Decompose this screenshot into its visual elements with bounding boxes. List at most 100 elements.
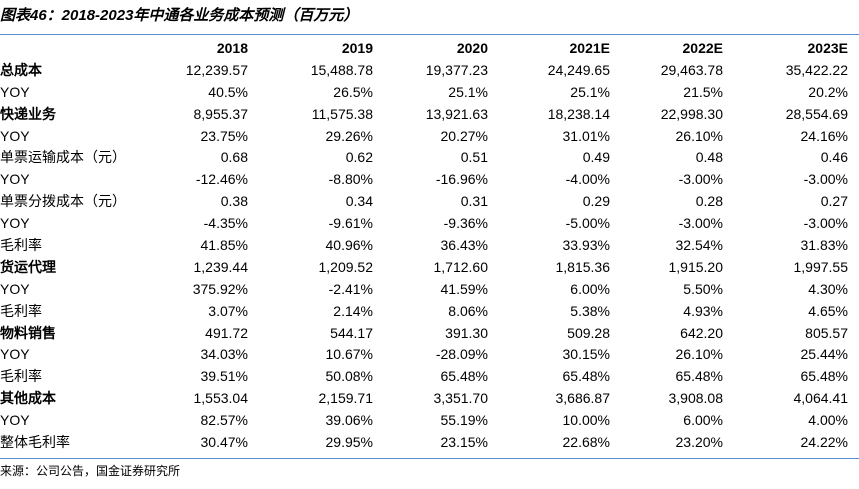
table-cell: 0.48 [695, 149, 723, 166]
table-cell: 15,488.78 [310, 61, 373, 78]
table-cell: 0.38 [220, 193, 248, 210]
table-cell: 6.00% [570, 280, 610, 297]
table-cell: -5.00% [565, 215, 610, 232]
table-row: 整体毛利率 30.47% 29.95% 23.15% 22.68% 23.20% 24.22… [0, 431, 848, 453]
row-label: 毛利率 [0, 236, 42, 253]
table-cell: 82.57% [200, 412, 248, 429]
table-cell: 1,239.44 [193, 258, 249, 275]
table-cell: 23.15% [440, 433, 488, 450]
bottom-rule [0, 458, 859, 459]
table-row: 单票运输成本（元） 0.68 0.62 0.51 0.49 0.48 0.46 [0, 146, 848, 168]
row-label: YOY [0, 412, 30, 429]
table-cell: 0.51 [460, 149, 488, 166]
table-cell: 805.57 [805, 324, 848, 341]
table-cell: 25.1% [570, 83, 610, 100]
table-cell: 12,239.57 [185, 61, 248, 78]
header-row: 2018 2019 2020 2021E 2022E 2023E [0, 37, 848, 59]
table-cell: 375.92% [192, 280, 248, 297]
table-cell: -8.80% [328, 171, 373, 188]
header-cell-2021e: 2021E [569, 39, 610, 56]
row-label: YOY [0, 83, 30, 100]
table-cell: -9.36% [443, 215, 488, 232]
table-cell: 3,908.08 [668, 390, 724, 407]
table-cell: 3.07% [208, 302, 248, 319]
table-cell: 24.22% [800, 433, 848, 450]
table-body: 总成本 12,239.57 15,488.78 19,377.23 24,249.65 2… [0, 59, 848, 453]
table-cell: 40.96% [325, 236, 373, 253]
table-cell: 65.48% [562, 368, 610, 385]
table-cell: 36.43% [440, 236, 488, 253]
table-cell: 11,575.38 [311, 105, 373, 122]
row-label: YOY [0, 171, 30, 188]
table-row: YOY 82.57% 39.06% 55.19% 10.00% 6.00% 4.00% [0, 409, 848, 431]
table-cell: 0.68 [220, 149, 248, 166]
table-cell: 29.95% [325, 433, 373, 450]
header-cell-2018: 2018 [216, 39, 248, 56]
table-cell: -3.00% [803, 215, 848, 232]
table-cell: 6.00% [683, 412, 723, 429]
table-cell: 1,815.36 [555, 258, 611, 275]
table-cell: 5.38% [570, 302, 610, 319]
row-label: 物料销售 [0, 324, 56, 341]
table-cell: 23.75% [200, 127, 248, 144]
table-cell: 3,351.70 [433, 390, 489, 407]
table-cell: 1,915.20 [668, 258, 724, 275]
table-cell: 13,921.63 [425, 105, 488, 122]
table-cell: 22,998.30 [660, 105, 723, 122]
table-title: 图表46：2018-2023年中通各业务成本预测（百万元） [0, 7, 359, 24]
table-cell: 41.59% [440, 280, 488, 297]
row-label: YOY [0, 215, 30, 232]
table-cell: -3.00% [803, 171, 848, 188]
table-cell: 25.1% [448, 83, 488, 100]
row-label: 单票运输成本（元） [0, 149, 126, 166]
header-cell-2022e: 2022E [682, 39, 723, 56]
table-cell: 41.85% [200, 236, 248, 253]
table-row: 单票分拨成本（元） 0.38 0.34 0.31 0.29 0.28 0.27 [0, 190, 848, 212]
row-label: 整体毛利率 [0, 433, 70, 450]
table-cell: 0.34 [345, 193, 373, 210]
table-cell: 544.17 [330, 324, 373, 341]
header-cell-label [0, 37, 140, 59]
table-cell: 26.10% [675, 127, 723, 144]
header-cell-2019: 2019 [341, 39, 373, 56]
table-cell: 34.03% [200, 346, 248, 363]
table-cell: 509.28 [567, 324, 610, 341]
table-cell: 22.68% [562, 433, 610, 450]
table-cell: 3,686.87 [555, 390, 611, 407]
table-row: YOY -4.35% -9.61% -9.36% -5.00% -3.00% -3.00% [0, 212, 848, 234]
table-cell: 0.28 [695, 193, 723, 210]
table-cell: 8.06% [448, 302, 488, 319]
table-cell: 2,159.71 [318, 390, 374, 407]
table-row: YOY -12.46% -8.80% -16.96% -4.00% -3.00% -3.00… [0, 168, 848, 190]
table-row: YOY 375.92% -2.41% 41.59% 6.00% 5.50% 4.30% [0, 278, 848, 300]
table-cell: -4.35% [203, 215, 248, 232]
table-cell: 0.46 [820, 149, 848, 166]
table-cell: 35,422.22 [785, 61, 848, 78]
table-cell: 20.2% [808, 83, 848, 100]
table-cell: -28.09% [435, 346, 488, 363]
header-cell-2023e: 2023E [807, 39, 848, 56]
source-note: 来源：公司公告，国金证券研究所 [0, 464, 181, 478]
row-label: 毛利率 [0, 368, 42, 385]
row-label: YOY [0, 346, 30, 363]
header-cell-2020: 2020 [456, 39, 488, 56]
table-row: YOY 40.5% 26.5% 25.1% 25.1% 21.5% 20.2% [0, 81, 848, 103]
table-cell: 2.14% [333, 302, 373, 319]
table-cell: 29,463.78 [660, 61, 723, 78]
table-row: 物料销售 491.72 544.17 391.30 509.28 642.20 805.57 [0, 322, 848, 344]
table-cell: 0.27 [820, 193, 848, 210]
table-cell: 33.93% [562, 236, 610, 253]
row-label: 其他成本 [0, 390, 56, 407]
row-label: YOY [0, 280, 30, 297]
table-cell: 5.50% [683, 280, 723, 297]
table-cell: 18,238.14 [547, 105, 610, 122]
table-row: YOY 23.75% 29.26% 20.27% 31.01% 26.10% 24.16% [0, 125, 848, 147]
table-cell: 1,209.52 [318, 258, 374, 275]
table-cell: -4.00% [565, 171, 610, 188]
table-cell: -12.46% [195, 171, 248, 188]
table-row: 货运代理 1,239.44 1,209.52 1,712.60 1,815.36 1,91… [0, 256, 848, 278]
table-cell: 26.10% [675, 346, 723, 363]
table-cell: 65.48% [440, 368, 488, 385]
table-cell: 39.06% [325, 412, 373, 429]
table-cell: 55.19% [440, 412, 488, 429]
